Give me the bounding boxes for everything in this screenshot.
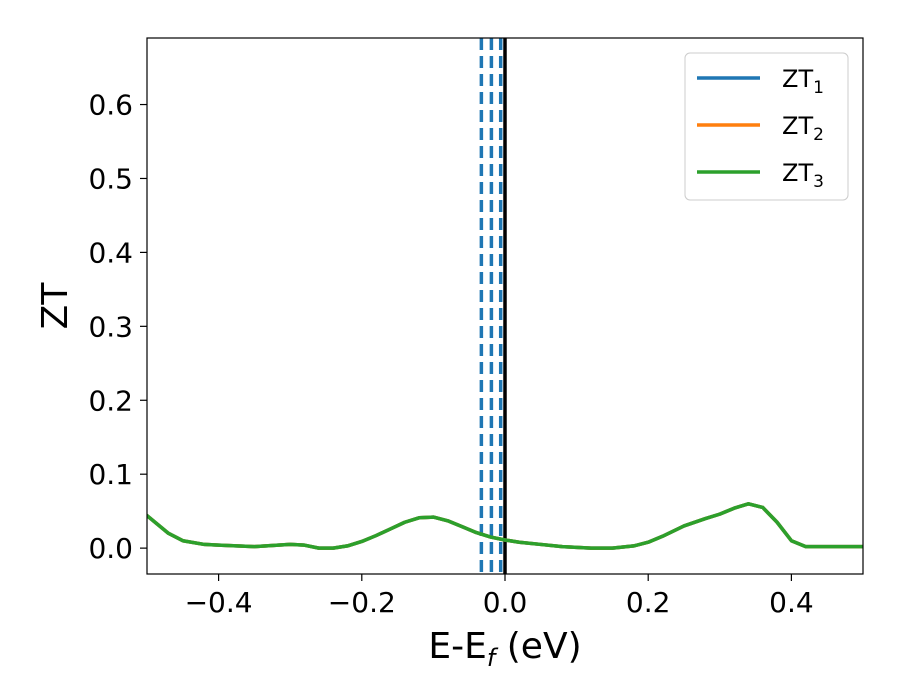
x-axis-label: E-Ef (eV): [428, 626, 581, 672]
y-tick-label: 0.1: [88, 458, 133, 491]
y-tick-label: 0.6: [88, 89, 133, 122]
legend-label-1: ZT1: [782, 65, 824, 98]
y-tick-label: 0.0: [88, 532, 133, 565]
legend: ZT1 ZT2 ZT3: [684, 52, 849, 201]
x-tick-label: 0.4: [769, 586, 814, 619]
y-tick-label: 0.3: [88, 310, 133, 343]
series-group: [147, 502, 863, 550]
y-axis: 0.0 0.1 0.2 0.3 0.4 0.5 0.6: [88, 89, 147, 565]
vertical-lines: [479, 38, 507, 574]
y-tick-label: 0.5: [88, 162, 133, 195]
legend-label-3: ZT3: [782, 159, 824, 192]
y-tick-label: 0.2: [88, 384, 133, 417]
x-tick-label: 0.2: [626, 586, 671, 619]
legend-box: [684, 52, 849, 201]
y-axis-label: ZT: [35, 282, 76, 330]
legend-label-2: ZT2: [782, 112, 824, 145]
x-tick-label: −0.2: [328, 586, 396, 619]
x-tick-label: 0.0: [483, 586, 528, 619]
x-axis: −0.4 −0.2 0.0 0.2 0.4: [185, 574, 814, 619]
x-tick-label: −0.4: [185, 586, 253, 619]
series-line-3: [147, 502, 863, 550]
y-tick-label: 0.4: [88, 236, 133, 269]
